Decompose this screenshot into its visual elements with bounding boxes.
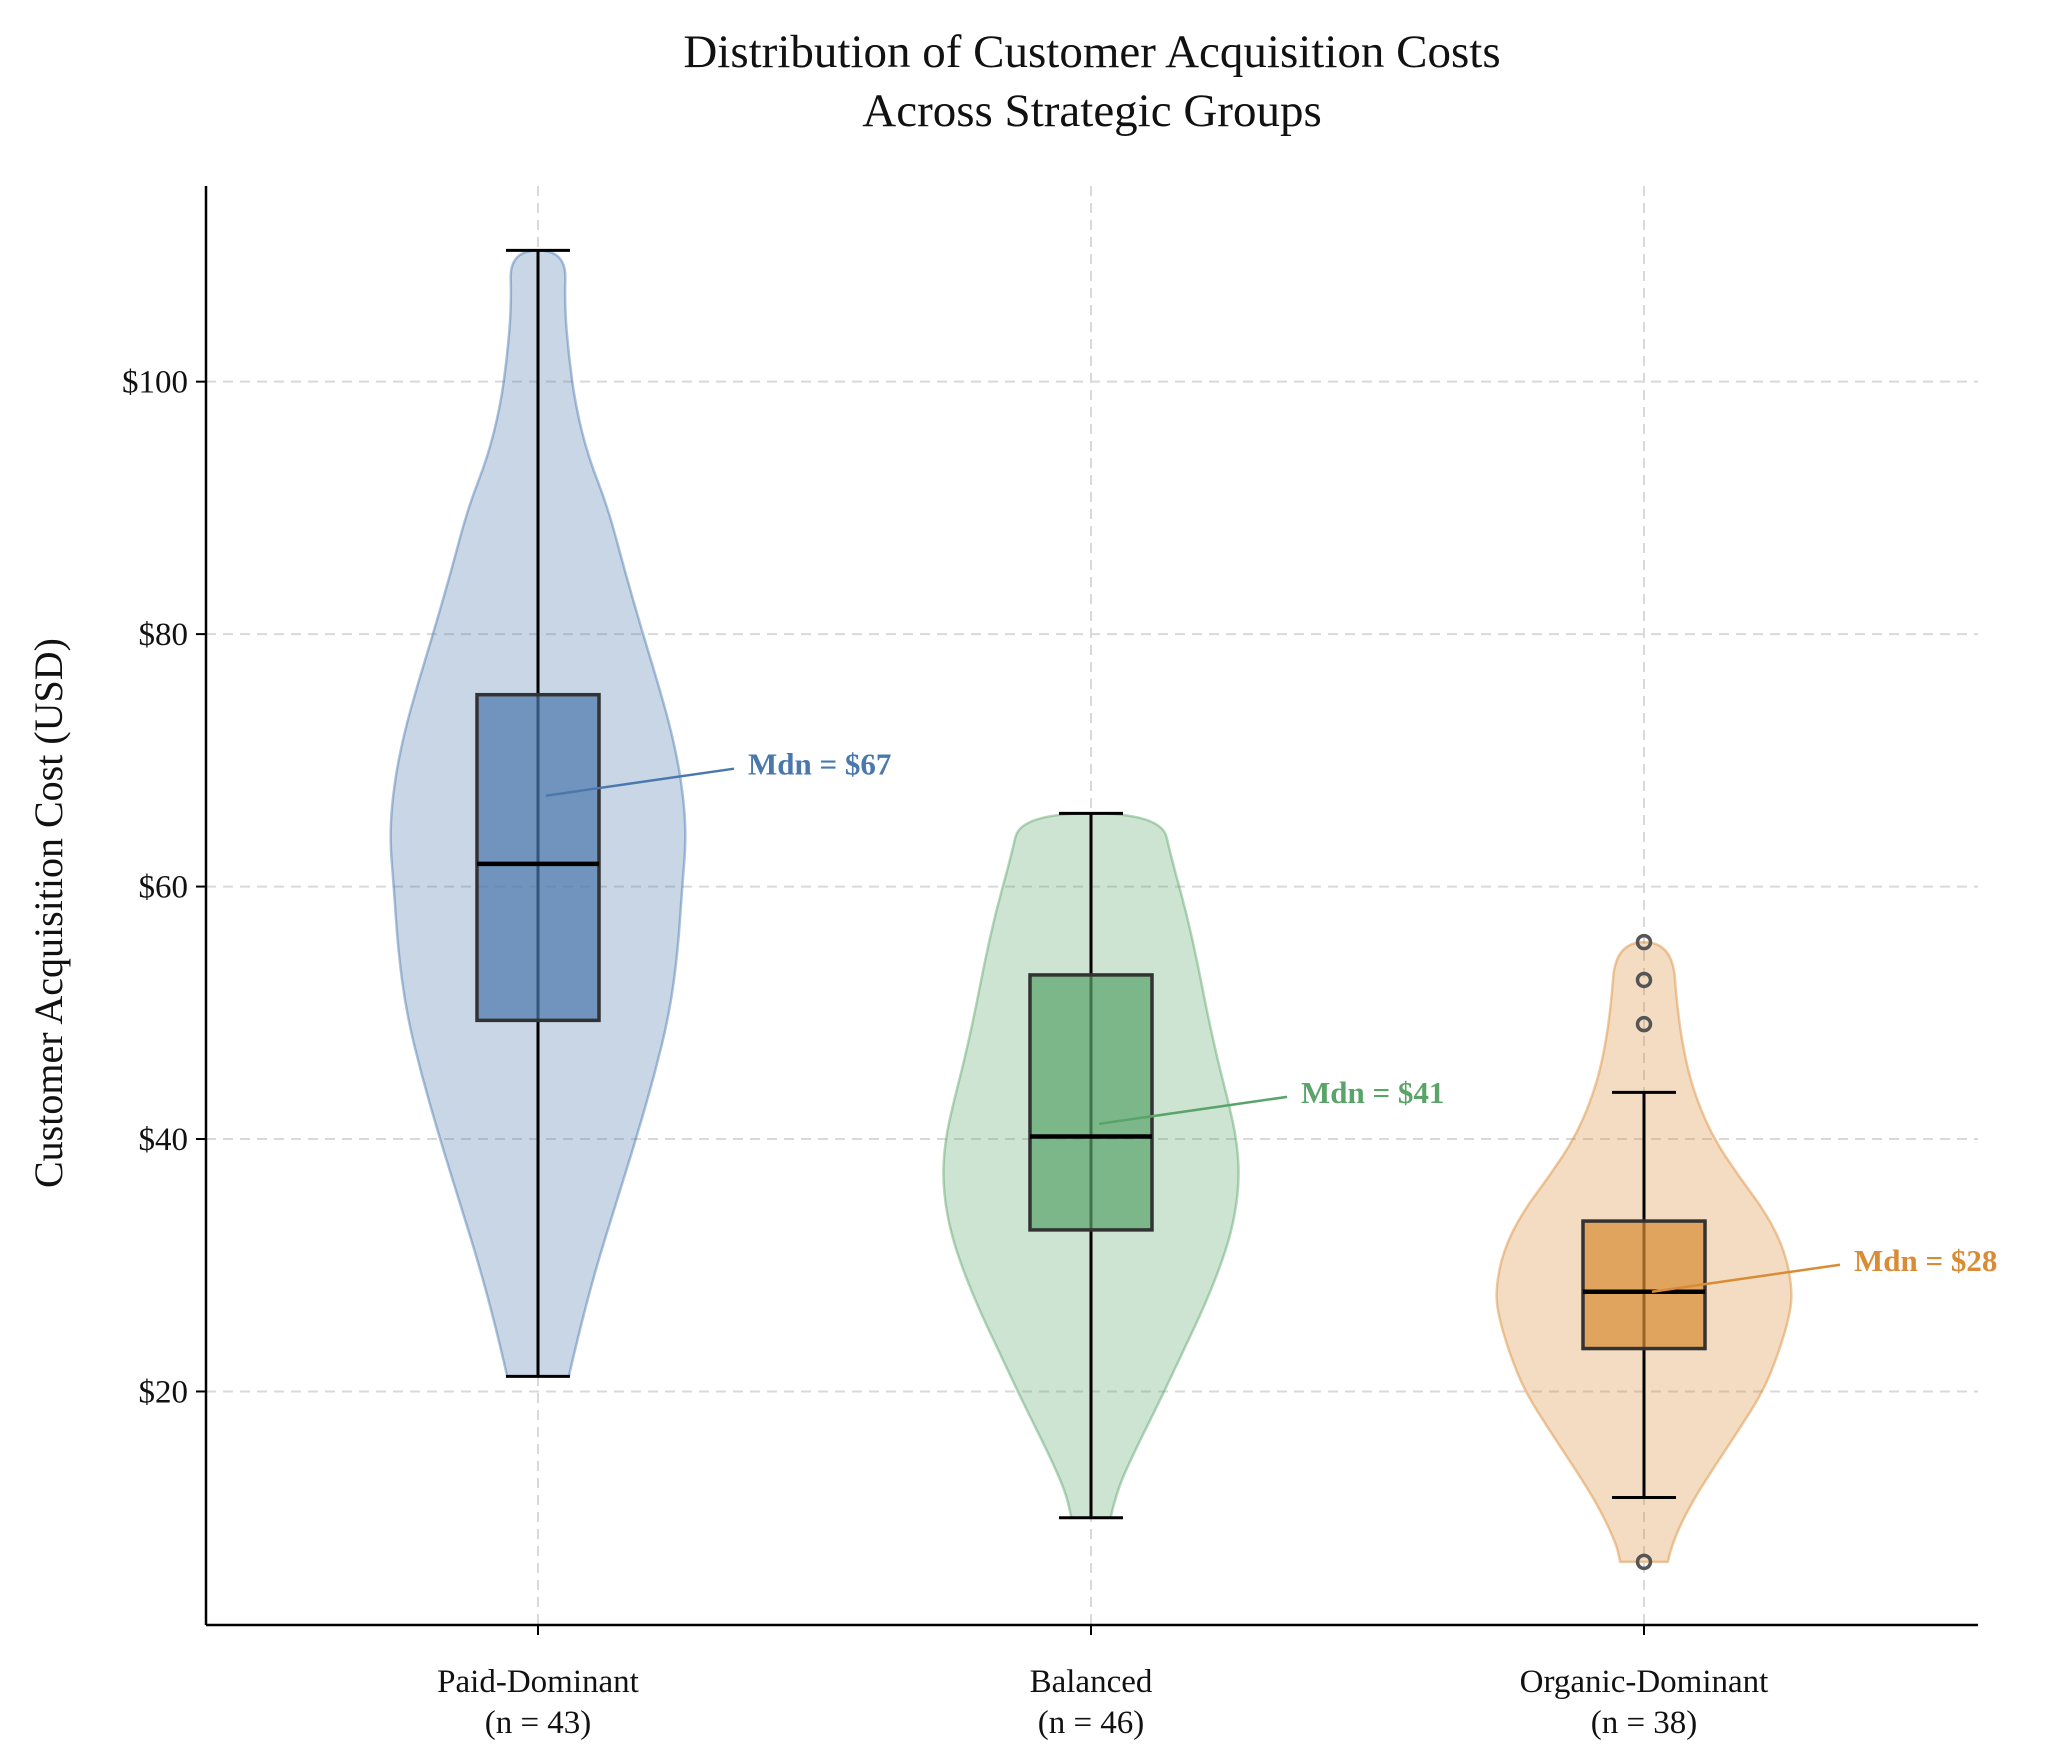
outlier-point <box>1635 971 1653 989</box>
median-annotation: Mdn = $28 <box>1854 1243 1997 1278</box>
median-annotation-leader <box>545 767 735 797</box>
violin-layer <box>389 248 1841 1571</box>
y-tick-label: $80 <box>139 617 189 653</box>
iqr-box <box>1028 973 1154 1232</box>
x-tick-label: Balanced <box>1030 1664 1153 1700</box>
chart-subtitle: Across Strategic Groups <box>862 85 1321 137</box>
chart-title: Distribution of Customer Acquisition Cos… <box>683 26 1500 78</box>
x-tick-sample-size: (n = 43) <box>485 1705 592 1741</box>
x-tick-sample-size: (n = 38) <box>1591 1705 1698 1741</box>
x-tick-label: Organic-Dominant <box>1520 1664 1769 1700</box>
median-annotation: Mdn = $41 <box>1301 1075 1444 1110</box>
y-axis-label: Customer Acquisition Cost (USD) <box>26 638 71 1188</box>
median-annotation: Mdn = $67 <box>748 747 891 782</box>
y-tick-label: $100 <box>122 365 188 401</box>
median-annotation-leader <box>1098 1095 1288 1126</box>
iqr-box <box>475 692 601 1023</box>
axes-layer <box>196 186 1978 1635</box>
outlier-point <box>1635 933 1653 951</box>
x-tick-sample-size: (n = 46) <box>1038 1705 1145 1741</box>
outlier-point <box>1635 1015 1653 1033</box>
y-tick-label: $40 <box>139 1122 189 1158</box>
y-tick-label: $60 <box>139 870 189 906</box>
median-annotation-leader <box>1651 1263 1841 1293</box>
y-tick-label: $20 <box>139 1374 189 1410</box>
x-tick-label: Paid-Dominant <box>437 1664 639 1700</box>
iqr-box <box>1581 1219 1707 1351</box>
label-layer: Mdn = $67 Paid-Dominant (n = 43) Mdn = $41 B… <box>122 365 1997 1741</box>
outlier-point <box>1635 1553 1653 1571</box>
